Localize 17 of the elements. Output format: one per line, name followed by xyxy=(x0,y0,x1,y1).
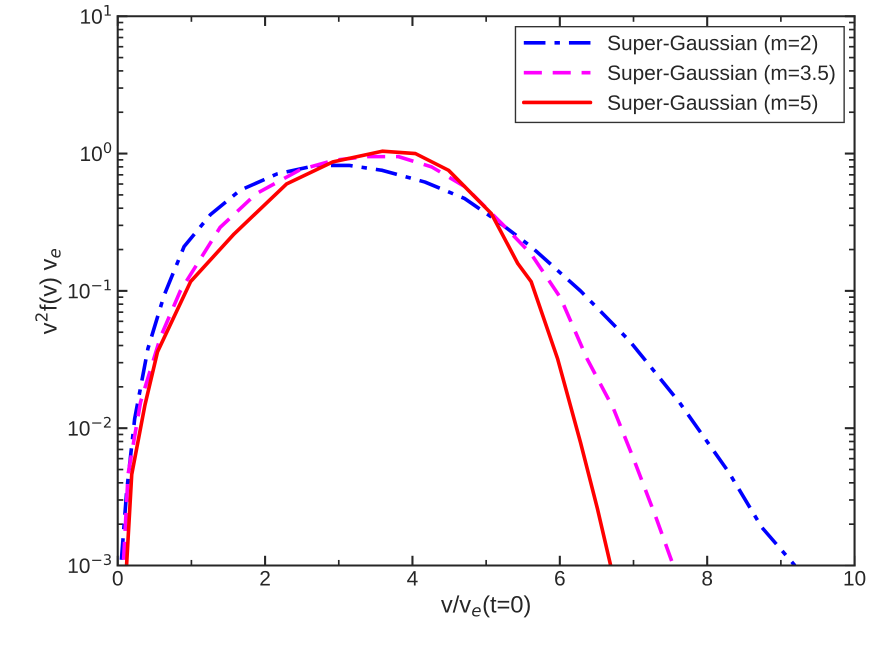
line-series xyxy=(120,164,797,566)
x-tick-label: 6 xyxy=(555,570,565,586)
y-tick-label: 10$^{−1}$ xyxy=(68,280,111,298)
legend-label: Super-Gaussian (m=3.5) xyxy=(608,64,835,84)
x-tick-label: 10 xyxy=(844,570,866,586)
y-tick-label: 10$^{−3}$ xyxy=(68,554,111,574)
legend-label: Super-Gaussian (m=2) xyxy=(608,35,818,54)
y-tick-label: 10$^{0}$ xyxy=(81,142,112,162)
y-tick-label: 10$^{1}$ xyxy=(81,5,111,24)
legend-label: Super-Gaussian (m=5) xyxy=(608,94,818,114)
x-tick-label: 4 xyxy=(407,571,418,586)
y-tick-label: 10$^{−2}$ xyxy=(68,416,111,436)
x-axis-title: v/v$_{e}$(t=0) xyxy=(441,595,530,618)
x-tick-label: 2 xyxy=(260,570,270,586)
x-tick-label: 0 xyxy=(112,570,123,586)
y-axis-title: v$^{2}$f(v) v$_{e}$ xyxy=(35,249,62,334)
x-tick-label: 8 xyxy=(702,570,712,586)
